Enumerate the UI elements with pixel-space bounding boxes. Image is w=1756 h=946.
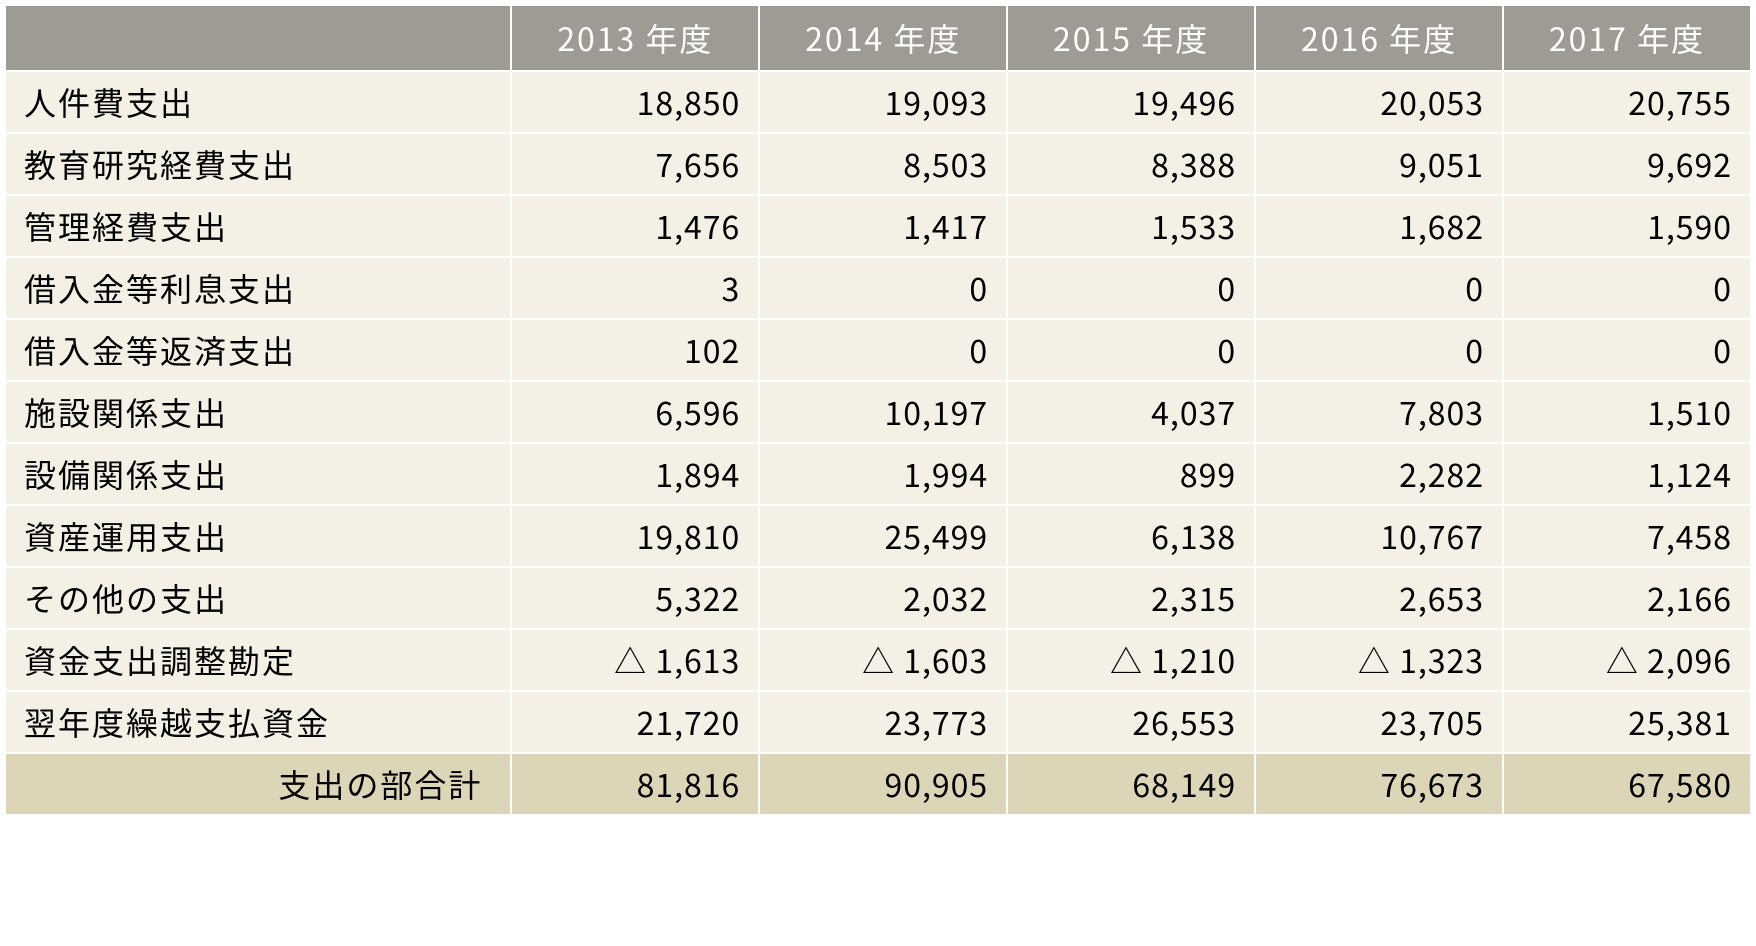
cell-value: 7,458: [1503, 505, 1751, 567]
cell-value: 0: [1503, 319, 1751, 381]
cell-value: 81,816: [511, 753, 759, 815]
cell-value: 18,850: [511, 71, 759, 133]
cell-value: 8,503: [759, 133, 1007, 195]
cell-value: 0: [1007, 319, 1255, 381]
cell-value: 1,476: [511, 195, 759, 257]
cell-value: △ 2,096: [1503, 629, 1751, 691]
cell-value: 2,032: [759, 567, 1007, 629]
table-row: 教育研究経費支出7,6568,5038,3889,0519,692: [5, 133, 1751, 195]
cell-value: 21,720: [511, 691, 759, 753]
table-row: その他の支出5,3222,0322,3152,6532,166: [5, 567, 1751, 629]
cell-value: 2,315: [1007, 567, 1255, 629]
table-row: 支出の部合計81,81690,90568,14976,67367,580: [5, 753, 1751, 815]
cell-value: 1,894: [511, 443, 759, 505]
row-label: その他の支出: [5, 567, 511, 629]
cell-value: 1,124: [1503, 443, 1751, 505]
cell-value: 0: [759, 319, 1007, 381]
cell-value: △ 1,210: [1007, 629, 1255, 691]
cell-value: 0: [759, 257, 1007, 319]
cell-value: 0: [1007, 257, 1255, 319]
cell-value: 90,905: [759, 753, 1007, 815]
row-label: 借入金等返済支出: [5, 319, 511, 381]
table-row: 借入金等利息支出30000: [5, 257, 1751, 319]
cell-value: 7,803: [1255, 381, 1503, 443]
cell-value: 1,590: [1503, 195, 1751, 257]
cell-value: 7,656: [511, 133, 759, 195]
row-label: 人件費支出: [5, 71, 511, 133]
row-label: 支出の部合計: [5, 753, 511, 815]
header-corner: [5, 5, 511, 71]
cell-value: 10,767: [1255, 505, 1503, 567]
table-row: 借入金等返済支出1020000: [5, 319, 1751, 381]
cell-value: 0: [1255, 319, 1503, 381]
cell-value: 26,553: [1007, 691, 1255, 753]
cell-value: 6,138: [1007, 505, 1255, 567]
table-row: 施設関係支出6,59610,1974,0377,8031,510: [5, 381, 1751, 443]
cell-value: 2,653: [1255, 567, 1503, 629]
cell-value: 1,533: [1007, 195, 1255, 257]
cell-value: 9,692: [1503, 133, 1751, 195]
cell-value: △ 1,603: [759, 629, 1007, 691]
cell-value: 19,810: [511, 505, 759, 567]
cell-value: 19,496: [1007, 71, 1255, 133]
header-year-2013: 2013 年度: [511, 5, 759, 71]
cell-value: 76,673: [1255, 753, 1503, 815]
table-header: 2013 年度 2014 年度 2015 年度 2016 年度 2017 年度: [5, 5, 1751, 71]
header-year-2016: 2016 年度: [1255, 5, 1503, 71]
table-body: 人件費支出18,85019,09319,49620,05320,755教育研究経…: [5, 71, 1751, 815]
cell-value: 1,417: [759, 195, 1007, 257]
table-row: 人件費支出18,85019,09319,49620,05320,755: [5, 71, 1751, 133]
header-year-2017: 2017 年度: [1503, 5, 1751, 71]
cell-value: 0: [1503, 257, 1751, 319]
row-label: 翌年度繰越支払資金: [5, 691, 511, 753]
cell-value: 0: [1255, 257, 1503, 319]
cell-value: 5,322: [511, 567, 759, 629]
row-label: 設備関係支出: [5, 443, 511, 505]
cell-value: 25,381: [1503, 691, 1751, 753]
cell-value: 4,037: [1007, 381, 1255, 443]
cell-value: 23,773: [759, 691, 1007, 753]
table-row: 管理経費支出1,4761,4171,5331,6821,590: [5, 195, 1751, 257]
cell-value: △ 1,323: [1255, 629, 1503, 691]
cell-value: 20,053: [1255, 71, 1503, 133]
cell-value: 1,510: [1503, 381, 1751, 443]
cell-value: 9,051: [1255, 133, 1503, 195]
row-label: 資産運用支出: [5, 505, 511, 567]
cell-value: △ 1,613: [511, 629, 759, 691]
table-row: 翌年度繰越支払資金21,72023,77326,55323,70525,381: [5, 691, 1751, 753]
cell-value: 2,282: [1255, 443, 1503, 505]
cell-value: 25,499: [759, 505, 1007, 567]
cell-value: 23,705: [1255, 691, 1503, 753]
row-label: 施設関係支出: [5, 381, 511, 443]
cell-value: 8,388: [1007, 133, 1255, 195]
cell-value: 6,596: [511, 381, 759, 443]
header-row: 2013 年度 2014 年度 2015 年度 2016 年度 2017 年度: [5, 5, 1751, 71]
cell-value: 1,994: [759, 443, 1007, 505]
financial-table: 2013 年度 2014 年度 2015 年度 2016 年度 2017 年度 …: [4, 4, 1752, 816]
cell-value: 19,093: [759, 71, 1007, 133]
cell-value: 1,682: [1255, 195, 1503, 257]
cell-value: 2,166: [1503, 567, 1751, 629]
row-label: 管理経費支出: [5, 195, 511, 257]
cell-value: 67,580: [1503, 753, 1751, 815]
row-label: 借入金等利息支出: [5, 257, 511, 319]
cell-value: 10,197: [759, 381, 1007, 443]
cell-value: 3: [511, 257, 759, 319]
table-row: 設備関係支出1,8941,9948992,2821,124: [5, 443, 1751, 505]
header-year-2014: 2014 年度: [759, 5, 1007, 71]
row-label: 資金支出調整勘定: [5, 629, 511, 691]
cell-value: 899: [1007, 443, 1255, 505]
cell-value: 68,149: [1007, 753, 1255, 815]
table-row: 資産運用支出19,81025,4996,13810,7677,458: [5, 505, 1751, 567]
row-label: 教育研究経費支出: [5, 133, 511, 195]
table-row: 資金支出調整勘定△ 1,613△ 1,603△ 1,210△ 1,323△ 2,…: [5, 629, 1751, 691]
cell-value: 102: [511, 319, 759, 381]
cell-value: 20,755: [1503, 71, 1751, 133]
header-year-2015: 2015 年度: [1007, 5, 1255, 71]
